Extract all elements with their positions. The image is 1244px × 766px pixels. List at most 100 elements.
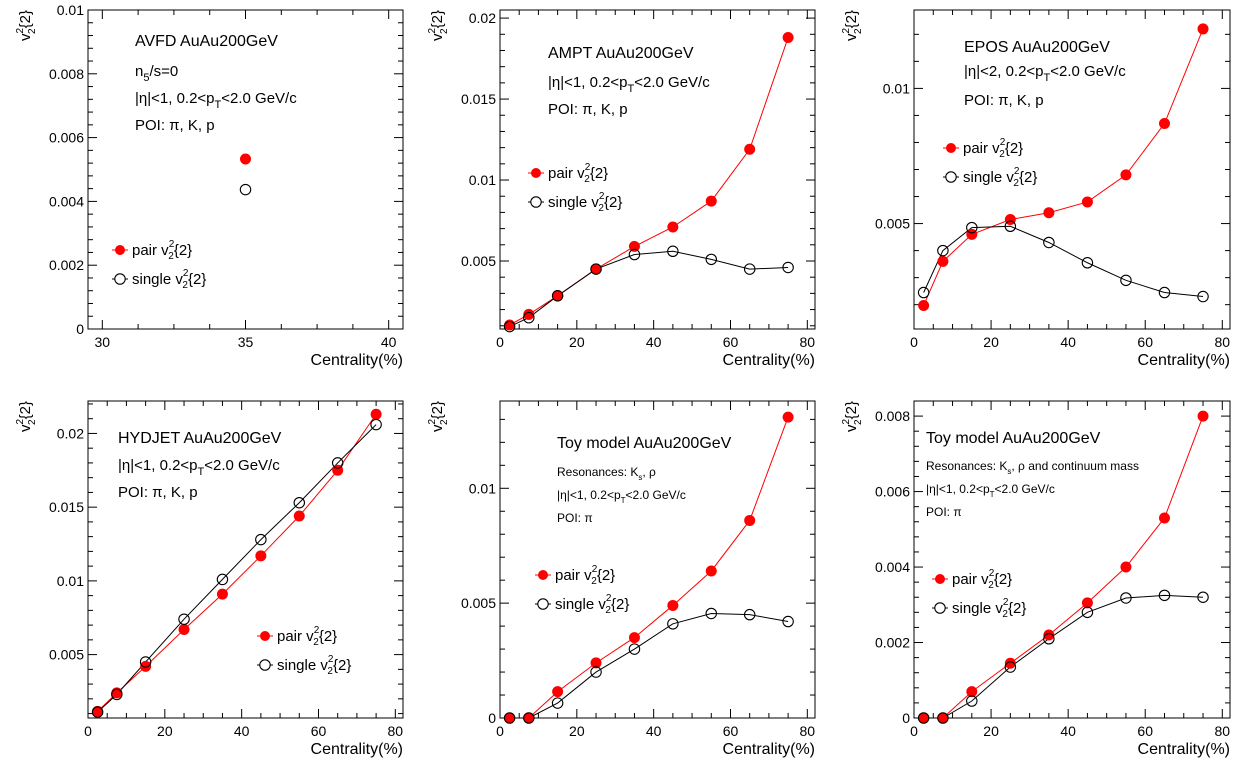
annotation-segment: 5 (143, 72, 149, 84)
y-tick-label: 0.01 (469, 172, 496, 188)
legend-tail: {2} (1019, 169, 1037, 186)
x-tick-label: 0 (910, 723, 918, 739)
x-tick-label: 40 (381, 334, 397, 350)
legend-single-label: single v2 2{2} (952, 597, 1026, 620)
legend-single-label: single v2 2{2} (555, 593, 629, 616)
pair-data-point (1158, 118, 1170, 130)
pair-data-point (667, 599, 679, 611)
legend-pair-marker (935, 574, 945, 584)
single-data-point (966, 221, 978, 234)
annotation-segment: T (990, 490, 995, 499)
annotation-segment: T (198, 466, 205, 478)
pair-data-point (1158, 512, 1170, 524)
annotation-segment: |η|<1, 0.2<p (135, 90, 215, 107)
y-axis-label-tail: {2} (429, 10, 446, 28)
legend-tail: {2} (1008, 600, 1026, 617)
x-tick-label: 40 (1060, 334, 1076, 350)
pair-data-point (523, 308, 535, 320)
annotation-segment: <2.0 GeV/c (995, 482, 1055, 496)
annotation-segment: <2.0 GeV/c (1050, 63, 1126, 80)
chart-panel-4: 0 20 40 60 80 0.005 0.01 0.015 0.02 Centrality(%)… (15, 400, 404, 758)
legend-single-text: single v (963, 169, 1014, 186)
single-data-point (937, 244, 949, 257)
single-data-point (1197, 591, 1209, 603)
chart-panel-5: 0 20 40 60 8000.0050.01Centrality(%)v22{2}To… (427, 400, 816, 758)
single-data-point (966, 695, 978, 707)
legend-sup: 2 (314, 625, 320, 636)
y-tick-label: 0.004 (875, 559, 910, 575)
x-tick-label: 35 (238, 334, 254, 350)
legend-single-label: single v2 2{2} (963, 166, 1037, 189)
y-tick-label: 0.02 (469, 10, 496, 26)
pair-data-point (937, 255, 949, 267)
x-tick-label: 80 (1215, 723, 1231, 739)
legend-pair-label: pair v2 2{2} (555, 564, 615, 587)
y-axis-label: v22{2} (841, 10, 864, 41)
single-data-point (1120, 274, 1132, 287)
x-tick-label: 60 (723, 334, 739, 350)
annotation-segment: Toy model AuAu200GeV (557, 435, 732, 452)
legend-single-text: single v (132, 271, 183, 288)
annotation-line: POI: π, K, p (135, 117, 215, 134)
pair-data-point (782, 411, 794, 423)
plot-frame (499, 400, 816, 719)
plot-frame (87, 400, 404, 719)
y-axis-label-sub: 2 (853, 419, 864, 425)
y-axis-label-base: v (843, 424, 860, 432)
pair-data-point (1197, 23, 1209, 35)
legend-pair-text: pair v (277, 628, 314, 645)
pair-data-point (1197, 410, 1209, 422)
x-tick-label: 20 (569, 334, 585, 350)
annotation-segment: AVFD AuAu200GeV (135, 33, 278, 50)
legend-pair-label: pair v2 2{2} (548, 162, 608, 185)
single-data-point (1197, 290, 1209, 303)
plot-frame (913, 400, 1231, 719)
y-axis-label-sup: 2 (15, 419, 26, 425)
legend-sub: 2 (313, 637, 319, 648)
y-tick-label: 0.005 (461, 253, 496, 269)
legend-tail: {2} (590, 165, 608, 182)
single-series-line (509, 612, 789, 719)
legend-sub: 2 (168, 251, 174, 262)
legend-tail: {2} (597, 567, 615, 584)
x-tick-label: 60 (1137, 334, 1153, 350)
y-tick-label: 0.008 (49, 66, 84, 82)
annotation-segment: POI: π (926, 505, 962, 519)
legend-sub: 2 (1002, 609, 1008, 620)
annotation-line: HYDJET AuAu200GeV (118, 430, 282, 447)
pair-data-point (552, 686, 564, 698)
y-tick-label: 0 (76, 321, 84, 337)
pair-data-point (744, 143, 756, 155)
y-tick-label: 0.005 (49, 647, 84, 663)
single-data-point (523, 311, 535, 324)
pair-data-point (782, 32, 794, 44)
x-tick-label: 20 (569, 723, 585, 739)
legend-single-marker (114, 273, 126, 285)
pair-data-point (966, 686, 978, 698)
legend-sup: 2 (599, 191, 605, 202)
y-tick-label: 0.005 (461, 595, 496, 611)
legend-sub: 2 (591, 576, 597, 587)
legend-tail: {2} (319, 628, 337, 645)
annotation-line: POI: π, K, p (118, 484, 198, 501)
y-tick-label: 0.008 (875, 408, 910, 424)
legend: pair v2 2{2}single v2 2{2} (943, 137, 1037, 189)
legend-pair-marker (531, 168, 541, 178)
pair-data-point (255, 550, 267, 562)
annotation-segment: POI: π, K, p (548, 101, 628, 118)
y-tick-label: 0.004 (49, 193, 84, 209)
y-axis-label-base: v (843, 33, 860, 41)
legend-tail: {2} (1005, 140, 1023, 157)
annotation-line: |η|<1, 0.2<pT<2.0 GeV/c (926, 482, 1055, 499)
single-data-point (1081, 257, 1094, 269)
y-axis-label-tail: {2} (843, 10, 860, 28)
y-axis-label: v22{2} (15, 10, 38, 41)
y-axis-label: v22{2} (427, 401, 450, 432)
legend-pair-marker (946, 143, 956, 153)
pair-data-point (140, 660, 152, 672)
pair-data-point (216, 588, 228, 600)
x-axis-label: Centrality(%) (723, 741, 815, 758)
legend-single-marker (259, 659, 271, 671)
annotation-segment: |η|<1, 0.2<p (548, 74, 628, 91)
